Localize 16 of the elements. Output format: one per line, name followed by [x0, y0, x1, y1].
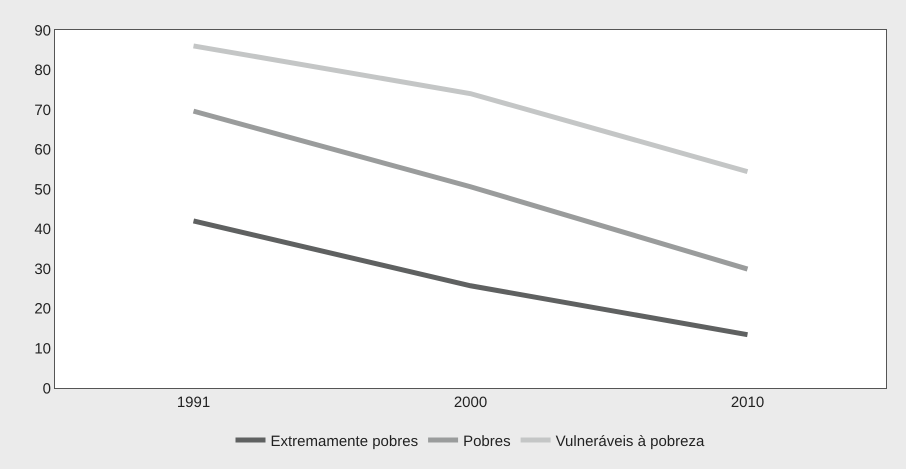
x-tick-label: 2010	[730, 394, 764, 411]
y-tick-label: 40	[34, 221, 51, 238]
y-tick-label: 0	[42, 380, 51, 398]
legend-label: Vulneráveis à pobreza	[556, 432, 705, 450]
legend-label: Pobres	[463, 432, 511, 450]
y-tick-label: 90	[34, 22, 51, 40]
y-tick-label: 60	[34, 142, 51, 159]
y-tick-label: 70	[34, 102, 51, 119]
y-tick-label: 30	[34, 260, 51, 278]
x-tick-label: 2000	[454, 394, 488, 411]
y-tick-label: 20	[34, 300, 51, 318]
y-tick-label: 10	[34, 340, 51, 358]
x-tick-label: 1991	[176, 394, 210, 411]
y-tick-label: 50	[34, 181, 51, 198]
legend-label: Extremamente pobres	[270, 432, 418, 450]
y-tick-label: 80	[34, 62, 51, 80]
